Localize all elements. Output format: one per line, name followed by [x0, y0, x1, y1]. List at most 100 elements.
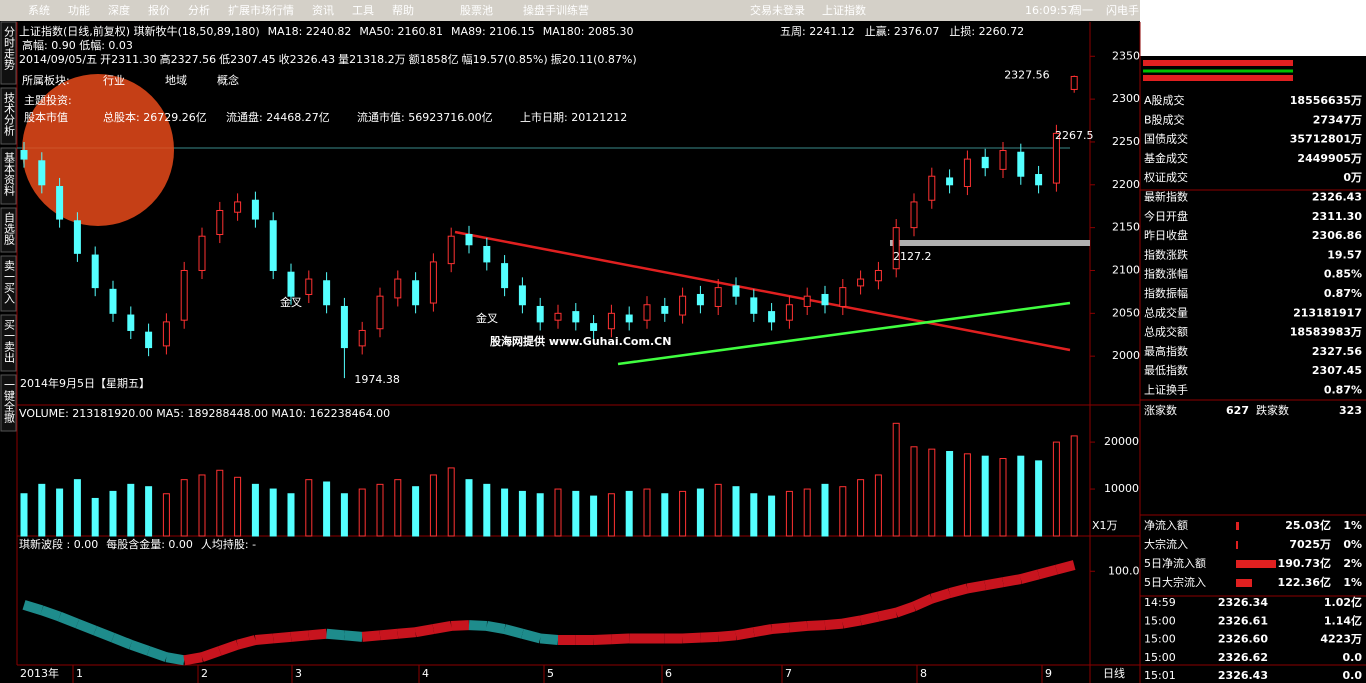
volume-bar: [1035, 460, 1043, 537]
side-tab[interactable]: [0, 314, 17, 372]
candle-body: [109, 288, 117, 314]
candle-body: [91, 254, 99, 289]
menu-item[interactable]: 功能: [68, 3, 90, 17]
flow-pct: 1%: [1343, 576, 1362, 589]
side-tab[interactable]: [0, 147, 17, 205]
candle-body: [785, 304, 793, 321]
menu-item[interactable]: 交易未登录: [750, 3, 805, 17]
side-tab[interactable]: [0, 255, 17, 312]
indicator-segment: [40, 605, 62, 622]
candle-body: [910, 201, 918, 229]
indicator-segment: [717, 630, 737, 642]
theme-label: 主题投资:: [24, 93, 72, 107]
volume-bar: [518, 490, 526, 537]
capital-label: 股本市值: [24, 110, 68, 124]
y-tick-label: 2300: [1112, 92, 1140, 105]
candle-body: [999, 150, 1007, 170]
quote-value: 27347万: [1313, 113, 1362, 126]
sector-label: 地域: [165, 74, 187, 87]
side-tab-label[interactable]: 一键全撤: [3, 379, 16, 424]
menu-item[interactable]: 分析: [188, 3, 210, 17]
menu-item[interactable]: 资讯: [312, 4, 334, 17]
volume-bar: [963, 453, 971, 537]
logo-name: 股海网: [1147, 11, 1180, 25]
indicator-segment: [966, 580, 987, 594]
menu-item[interactable]: 操盘手训练营: [523, 3, 589, 17]
volume-bar: [412, 486, 420, 537]
quote-value: 0.87%: [1324, 384, 1362, 397]
volume-bar: [73, 479, 81, 537]
flow-bar: [1236, 541, 1238, 549]
logo-slogan: 股票软件资源分享: [1215, 11, 1303, 25]
price-annotation: 2127.2: [893, 250, 932, 263]
side-tab[interactable]: [0, 207, 17, 253]
side-tab-label[interactable]: 基本资料: [3, 152, 16, 197]
candle-body: [340, 305, 348, 349]
side-tab-label[interactable]: 自选股: [3, 212, 16, 246]
y-tick-label: 2350: [1112, 49, 1140, 62]
volume-bar: [447, 467, 455, 537]
x-year: 2013年: [20, 666, 59, 680]
price-annotation: 2267.5: [1055, 129, 1094, 142]
quote-label: 最新指数: [1144, 190, 1188, 204]
menu-item[interactable]: 16:09:57: [1025, 4, 1074, 17]
menu-item[interactable]: 扩展市场行情: [228, 3, 294, 17]
menu-item[interactable]: 闪电手: [1106, 3, 1139, 17]
candle-body: [358, 329, 366, 347]
side-tab-label[interactable]: 买一卖出: [3, 319, 16, 363]
indicator-segment: [236, 635, 257, 650]
x-tick-label: 4: [422, 667, 429, 680]
indicator-title: 琪新波段 : 0.00: [19, 537, 98, 551]
volume-bar: [732, 486, 740, 537]
candle-body: [412, 280, 420, 306]
volume-bar: [821, 483, 829, 537]
side-tab[interactable]: [0, 374, 17, 432]
candle-body: [1070, 75, 1078, 90]
volume-bar: [892, 422, 900, 537]
menu-item[interactable]: 工具: [352, 4, 374, 17]
volume-bar: [305, 479, 313, 537]
candle-body: [394, 278, 402, 299]
volume-bar: [590, 495, 598, 537]
indicator-segment: [111, 633, 133, 650]
menu-item[interactable]: 系统: [28, 4, 50, 17]
x-tick-label: 2: [201, 667, 208, 680]
capital-label: 流通市值: 56923716.00亿: [357, 110, 493, 124]
side-tab-label[interactable]: 分时走势: [3, 26, 16, 70]
tick-volume: 1.14亿: [1324, 613, 1362, 627]
menu-item[interactable]: 深度: [108, 3, 130, 17]
header-text: 止损: 2260.72: [949, 24, 1024, 38]
header-text: 量21318.2万: [338, 53, 406, 66]
side-tab[interactable]: [0, 21, 17, 85]
volume-bar: [679, 490, 687, 537]
quote-value: 35712801万: [1290, 133, 1362, 146]
indicator-segment: [290, 630, 310, 642]
volume-bar: [874, 474, 882, 537]
header-text: MA50: 2160.81: [359, 25, 443, 38]
indicator-segment: [877, 607, 898, 622]
flow-value: 25.03亿: [1285, 518, 1331, 532]
side-tab-label[interactable]: 卖一买入: [3, 260, 16, 304]
trend-line: [454, 230, 1071, 352]
quote-value: 2326.43: [1312, 191, 1362, 204]
y-tick-label: 2000: [1112, 349, 1140, 362]
menu-item[interactable]: 帮助: [392, 3, 414, 17]
menu-item[interactable]: 上证指数: [822, 3, 866, 17]
unit-label: X1万: [1092, 519, 1118, 532]
menu-item[interactable]: 周一: [1071, 4, 1093, 17]
price-annotation: 金叉: [280, 295, 302, 309]
menu-item[interactable]: 股票池: [460, 4, 493, 17]
side-tab[interactable]: [0, 87, 17, 145]
candle-body: [839, 287, 847, 307]
menu-item[interactable]: 报价: [148, 3, 170, 17]
quote-value: 0.87%: [1324, 287, 1362, 300]
candle-body: [874, 269, 882, 282]
side-tab-label[interactable]: 技术分析: [3, 92, 16, 137]
indicator-segment: [414, 624, 435, 638]
indicator-segment: [1019, 569, 1040, 584]
candle-body: [821, 293, 829, 306]
header-text: 低2307.45: [219, 53, 276, 66]
candle-body: [572, 311, 580, 323]
candle-body: [56, 186, 64, 220]
